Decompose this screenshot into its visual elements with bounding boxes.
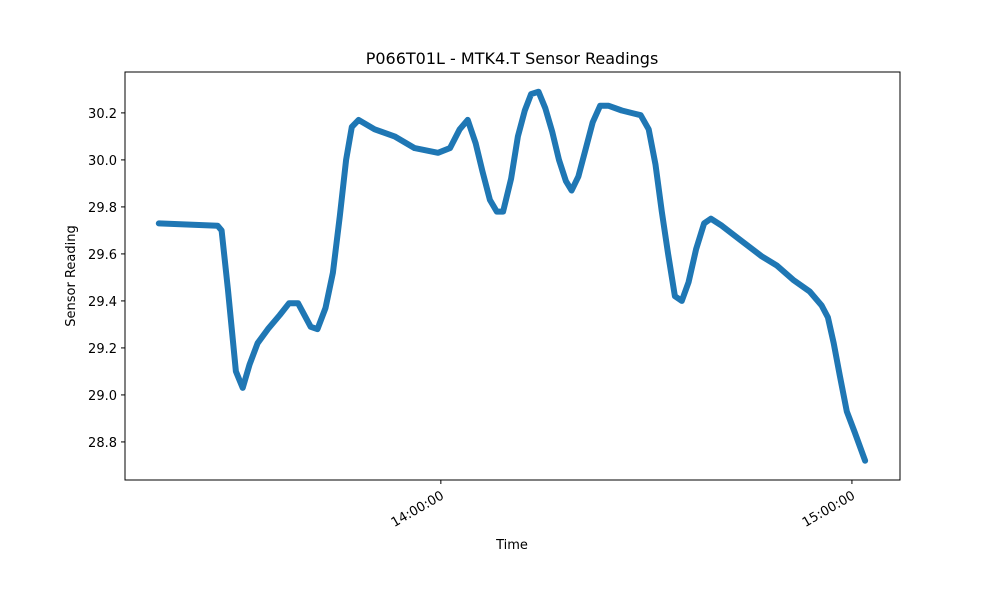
y-tick-label: 29.2 — [88, 342, 117, 357]
y-tick-label: 29.0 — [88, 389, 117, 404]
data-line — [155, 88, 869, 464]
x-tick-label: 14:00:00 — [389, 488, 447, 530]
chart-title: P066T01L - MTK4.T Sensor Readings — [366, 49, 659, 68]
y-tick-label: 28.8 — [88, 436, 117, 451]
plot-frame — [124, 71, 901, 481]
y-tick-label: 29.8 — [88, 201, 117, 216]
x-axis-label: Time — [495, 538, 528, 553]
y-tick-label: 29.6 — [88, 248, 117, 263]
y-tick-label: 29.4 — [88, 295, 117, 310]
x-tick-label: 15:00:00 — [800, 488, 858, 530]
y-tick-label: 30.2 — [88, 107, 117, 122]
y-axis-label: Sensor Reading — [64, 225, 79, 326]
y-tick-label: 30.0 — [88, 154, 117, 169]
